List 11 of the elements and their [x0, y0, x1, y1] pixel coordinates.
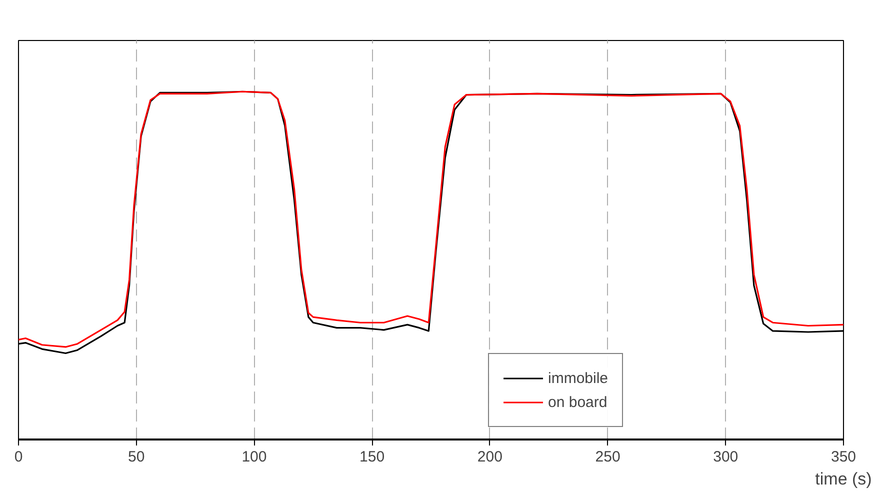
- x-tick-label: 350: [830, 448, 856, 466]
- legend-label: immobile: [548, 370, 608, 386]
- x-axis-title: time (s): [815, 470, 872, 488]
- x-tick-label: 300: [713, 448, 738, 466]
- x-tick-label: 100: [242, 448, 267, 466]
- x-tick-label: 150: [360, 448, 385, 466]
- x-tick-label: 200: [477, 448, 502, 466]
- x-tick-label: 250: [595, 448, 620, 466]
- x-tick-label: 0: [14, 448, 23, 466]
- legend-label: on board: [548, 394, 608, 410]
- x-tick-label: 50: [128, 448, 145, 466]
